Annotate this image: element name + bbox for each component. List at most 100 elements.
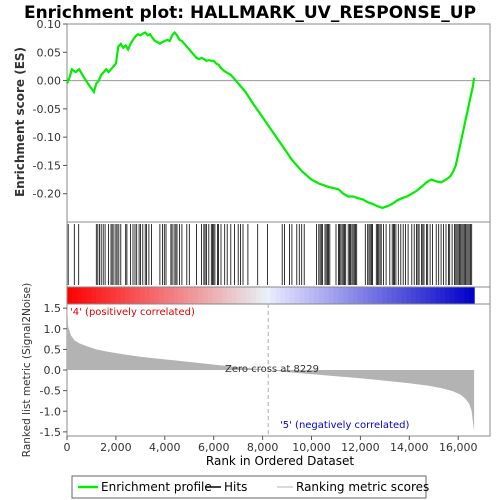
negative-correlation-label: '5' (negatively correlated): [280, 420, 409, 431]
color-bar-segment: [338, 287, 344, 304]
color-bar-segment: [144, 287, 150, 304]
es-plot-frame: [66, 23, 491, 223]
color-bar-segment: [246, 287, 252, 304]
legend-box: [71, 475, 427, 499]
x-tick-label: 10,000: [292, 441, 331, 454]
color-bar-segment: [207, 287, 213, 304]
color-bar-segment: [110, 287, 117, 304]
color-bar-segment: [323, 287, 330, 304]
x-tick-label: 8,000: [247, 441, 279, 454]
color-bar-segment: [130, 287, 136, 304]
color-bar-segment: [362, 287, 369, 304]
color-bar-segment: [222, 287, 228, 304]
color-bar-segment: [333, 287, 340, 304]
color-bar-segment: [396, 287, 403, 304]
color-bar-segment: [105, 287, 112, 304]
ranking-metric-area: [67, 304, 475, 432]
color-bar-segment: [294, 287, 301, 304]
metric-y-tick-label: -1.0: [40, 405, 61, 418]
color-bar-segment: [188, 287, 194, 304]
color-bar-segment: [352, 287, 359, 304]
color-bar-segment: [168, 287, 175, 304]
color-bar-segment: [377, 287, 383, 304]
legend-label-hits: Hits: [224, 480, 247, 494]
color-bar-segment: [96, 287, 102, 304]
color-bar-segment: [81, 287, 87, 304]
color-bar-segment: [139, 287, 146, 304]
color-bar-segment: [299, 287, 306, 304]
color-bar-segment: [289, 287, 296, 304]
color-bar-segment: [226, 287, 233, 304]
color-bar-segment: [420, 287, 427, 304]
color-bar-segment: [314, 287, 320, 304]
x-axis-label: Rank in Ordered Dataset: [206, 454, 354, 468]
color-bar-segment: [430, 287, 436, 304]
color-bar-segment: [348, 287, 354, 304]
legend-label-enrichment: Enrichment profile: [101, 480, 212, 494]
color-bar-segment: [449, 287, 456, 304]
color-bar-segment: [217, 287, 223, 304]
enrichment-profile-line: [65, 30, 476, 210]
hits-panel: [66, 221, 491, 288]
x-tick-label: 4,000: [149, 441, 181, 454]
es-y-tick-label: 0.00: [37, 75, 62, 88]
color-bar-segment: [241, 287, 247, 304]
color-bar-segment: [328, 287, 335, 304]
color-bar-segment: [285, 287, 291, 304]
color-bar-segment: [415, 287, 422, 304]
color-bar-segment: [71, 287, 78, 304]
es-panel: 0.10 0.05 0.00 -0.05 -0.10 -0.15 -0.20 Enrichm…: [13, 18, 491, 223]
color-bar-segment: [149, 287, 155, 304]
color-bar-segment: [86, 287, 92, 304]
zero-cross-label: Zero cross at 8229: [225, 364, 319, 375]
color-bar-segment: [178, 287, 184, 304]
color-bar-segment: [231, 287, 238, 304]
color-bar-segment: [125, 287, 131, 304]
color-bar-segment: [154, 287, 160, 304]
color-bar-segment: [319, 287, 325, 304]
es-y-tick-label: -0.15: [33, 159, 61, 172]
legend-label-metric: Ranking metric scores: [296, 480, 429, 494]
color-bar-segment: [367, 287, 373, 304]
color-bar-segment: [100, 287, 107, 304]
color-bar-segment: [425, 287, 432, 304]
es-y-ticks: 0.10 0.05 0.00 -0.05 -0.10 -0.15 -0.20: [33, 18, 67, 201]
rank-color-bar: [67, 287, 475, 304]
x-tick-label: 2,000: [100, 441, 132, 454]
metric-panel: 1.5 1.0 0.5 0.0 -0.5 -1.0 -1.5 '4' (positively…: [21, 283, 491, 458]
es-y-tick-label: -0.10: [33, 131, 61, 144]
metric-y-tick-label: 0.0: [44, 364, 62, 377]
color-bar-segment: [275, 287, 281, 304]
color-bar-segment: [459, 287, 466, 304]
metric-y-tick-label: -0.5: [40, 385, 61, 398]
color-bar-segment: [236, 287, 243, 304]
color-bar-segment: [251, 287, 257, 304]
metric-y-tick-label: 1.0: [44, 323, 62, 336]
es-y-tick-label: -0.20: [33, 188, 61, 201]
hit-marks: [67, 224, 473, 285]
positive-correlation-label: '4' (positively correlated): [70, 307, 195, 318]
metric-y-axis-label: Ranked list metric (Signal2Noise): [21, 283, 33, 458]
color-bar-segment: [372, 287, 378, 304]
color-bar-segment: [411, 287, 417, 304]
metric-y-tick-label: 1.5: [44, 302, 62, 315]
color-bar-segment: [454, 287, 461, 304]
x-axis-ticks: 0 2,000 4,000 6,000 8,000 10,000 12,000 14,000 1…: [64, 436, 477, 454]
metric-y-tick-label: 0.5: [44, 343, 62, 356]
es-y-tick-label: 0.05: [37, 46, 62, 59]
color-bar-segment: [115, 287, 121, 304]
color-bar-segment: [120, 287, 126, 304]
color-bar-segment: [382, 287, 388, 304]
es-y-tick-label: -0.05: [33, 103, 61, 116]
es-y-tick-label: 0.10: [37, 18, 62, 31]
x-tick-label: 6,000: [198, 441, 230, 454]
color-bar-segment: [445, 287, 451, 304]
es-y-axis-label: Enrichment score (ES): [13, 47, 27, 197]
color-bar-segment: [357, 287, 364, 304]
color-bar-segment: [202, 287, 209, 304]
color-bar-segment: [159, 287, 165, 304]
color-bar-segment: [193, 287, 199, 304]
chart-title: Enrichment plot: HALLMARK_UV_RESPONSE_UP: [24, 3, 476, 23]
color-bar-segment: [134, 287, 141, 304]
x-tick-label: 14,000: [390, 441, 429, 454]
